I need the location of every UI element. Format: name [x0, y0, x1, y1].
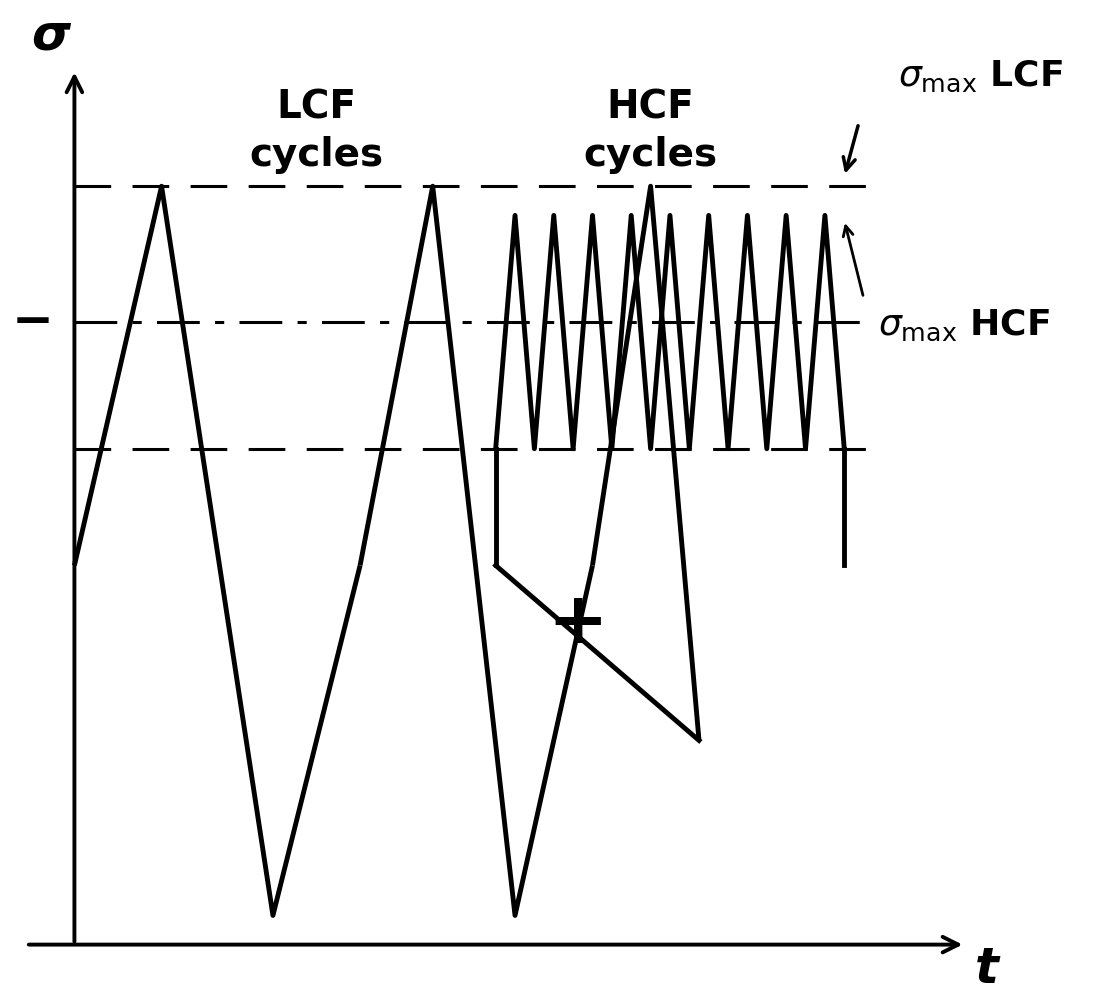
Text: LCF
cycles: LCF cycles [250, 89, 384, 174]
Text: HCF
cycles: HCF cycles [583, 89, 717, 174]
Text: t: t [975, 945, 999, 993]
Text: $\sigma_{\mathrm{max}}$ HCF: $\sigma_{\mathrm{max}}$ HCF [878, 308, 1050, 343]
Text: −: − [11, 299, 53, 347]
Text: σ: σ [31, 12, 69, 60]
Text: +: + [548, 589, 608, 658]
Text: $\sigma_{\mathrm{max}}$ LCF: $\sigma_{\mathrm{max}}$ LCF [898, 59, 1063, 94]
